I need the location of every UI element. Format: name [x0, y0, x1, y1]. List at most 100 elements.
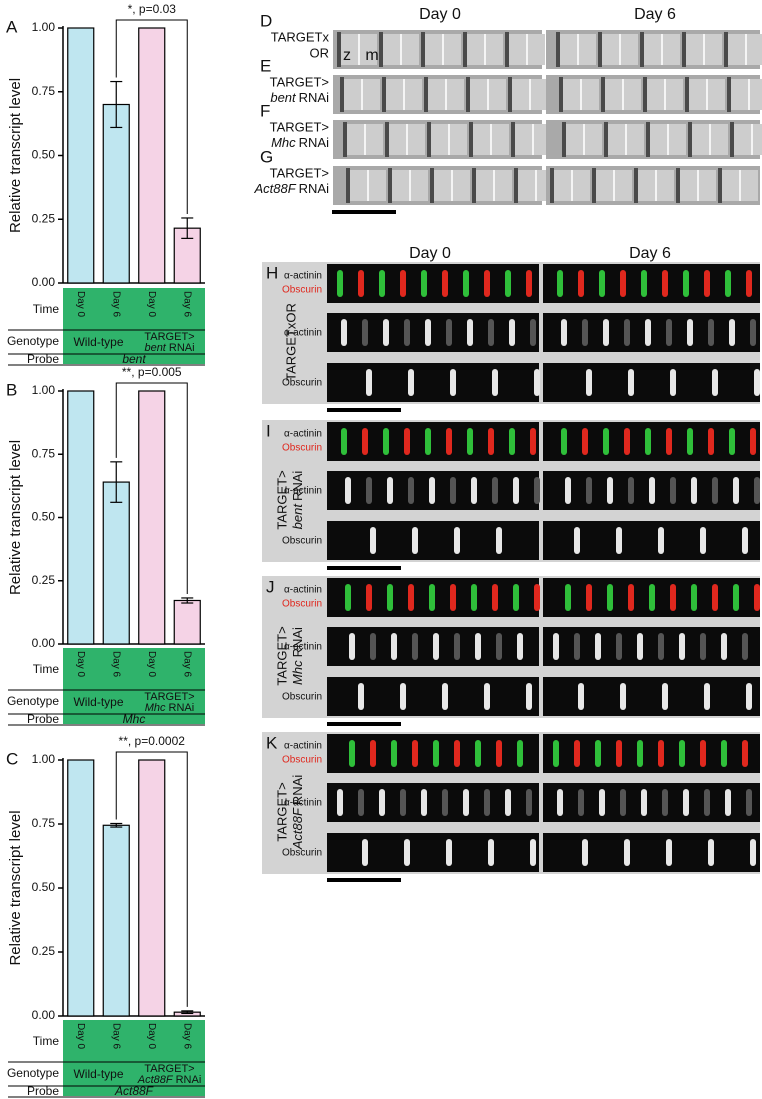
y-tick-label: 0.25	[32, 944, 56, 958]
band	[404, 319, 410, 346]
band	[683, 270, 689, 297]
band	[370, 633, 376, 660]
channel-label: Obscurin	[282, 443, 322, 454]
band	[492, 369, 498, 396]
band	[628, 477, 634, 504]
z-line	[403, 79, 405, 110]
cell-gap	[346, 168, 350, 203]
z-line	[577, 34, 579, 65]
genotype-label: Wild-type	[73, 335, 123, 349]
column-header: Day 6	[634, 6, 676, 23]
y-tick-label: 0.00	[32, 636, 56, 650]
band	[496, 633, 502, 660]
band	[687, 428, 693, 455]
band	[578, 789, 584, 816]
band	[383, 428, 389, 455]
rnai-gene: Mhc	[145, 702, 166, 714]
band	[607, 584, 613, 611]
probe-label: Mhc	[123, 712, 146, 726]
rnai-gene: bent	[290, 503, 305, 530]
band	[387, 477, 393, 504]
micrograph	[327, 833, 539, 872]
cell-gap	[685, 77, 689, 112]
time-label: Day 0	[75, 1023, 86, 1050]
channel-label: Obscurin	[282, 692, 322, 703]
micrograph	[327, 363, 539, 402]
band	[488, 839, 494, 866]
band	[750, 839, 756, 866]
band	[530, 319, 536, 346]
band	[446, 319, 452, 346]
z-line	[400, 34, 402, 65]
band	[607, 477, 613, 504]
band	[505, 270, 511, 297]
channel-label: Obscurin	[282, 536, 322, 547]
row-label: Time	[33, 662, 60, 676]
error-bar	[181, 1010, 194, 1015]
micrograph	[543, 833, 760, 872]
panel-letter: K	[266, 733, 278, 752]
band	[582, 839, 588, 866]
genotype-label: bent RNAi	[144, 342, 194, 354]
cell-gap	[727, 77, 731, 112]
band	[670, 584, 676, 611]
band	[379, 789, 385, 816]
band	[746, 270, 752, 297]
rnai-suffix: RNAi	[290, 471, 305, 501]
band	[370, 740, 376, 767]
band	[691, 477, 697, 504]
rnai-gene: bent	[144, 342, 166, 354]
band	[400, 789, 406, 816]
row-label: Mhc RNAi	[271, 135, 329, 150]
cell-gap	[598, 32, 602, 67]
side-label: Act88F RNAi	[290, 775, 305, 851]
band	[509, 428, 515, 455]
row-label: TARGET>	[270, 74, 329, 89]
band	[366, 369, 372, 396]
time-label: Day 0	[75, 651, 86, 678]
cell-gap	[421, 32, 425, 67]
significance-bracket	[115, 19, 188, 214]
band	[421, 270, 427, 297]
band	[725, 270, 731, 297]
z-line	[526, 34, 528, 65]
band	[446, 428, 452, 455]
band	[670, 477, 676, 504]
band	[370, 527, 376, 554]
band	[561, 319, 567, 346]
band	[658, 633, 664, 660]
band	[366, 477, 372, 504]
band	[729, 319, 735, 346]
genotype-label: TARGET>	[144, 691, 194, 703]
band	[658, 527, 664, 554]
band	[704, 270, 710, 297]
band	[534, 477, 540, 504]
genotype-label: Wild-type	[73, 695, 123, 709]
band	[467, 428, 473, 455]
band	[742, 740, 748, 767]
band	[526, 683, 532, 710]
micrograph	[543, 313, 760, 352]
table-fill	[63, 648, 205, 724]
z-line	[613, 170, 615, 201]
band	[662, 789, 668, 816]
cell-gap	[646, 122, 650, 157]
band	[484, 270, 490, 297]
error-bar	[181, 597, 194, 604]
bar	[173, 599, 201, 645]
band	[733, 477, 739, 504]
cell-gap	[343, 122, 347, 157]
band	[362, 319, 368, 346]
rnai-gene: Act88F	[137, 1074, 174, 1086]
cell-gap	[424, 77, 428, 112]
band	[450, 369, 456, 396]
side-label: Mhc RNAi	[290, 627, 305, 685]
cell-gap	[604, 122, 608, 157]
z-line	[745, 34, 747, 65]
cell-gap	[430, 168, 434, 203]
band	[700, 633, 706, 660]
band	[471, 584, 477, 611]
band	[404, 428, 410, 455]
band	[349, 633, 355, 660]
marker-label: z	[343, 47, 351, 64]
